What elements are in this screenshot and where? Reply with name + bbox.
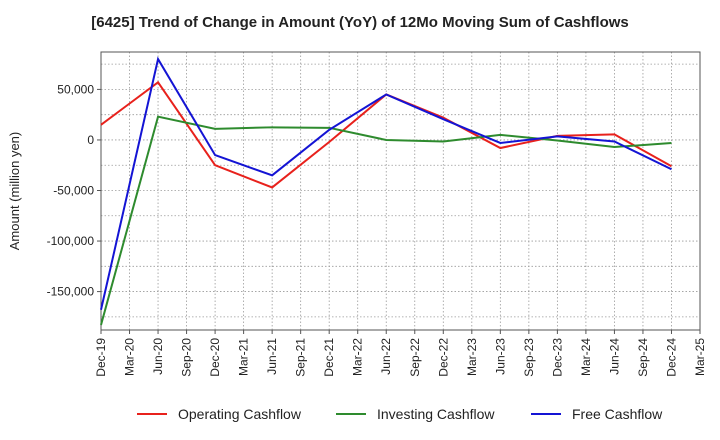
x-tick-label: Jun-24 — [607, 338, 621, 375]
x-tick-label: Jun-20 — [151, 338, 165, 375]
y-tick-label: 0 — [87, 133, 94, 147]
y-tick-label: 50,000 — [57, 82, 94, 96]
x-tick-label: Sep-24 — [636, 338, 650, 377]
x-tick-label: Dec-21 — [322, 338, 336, 377]
x-tick-label: Sep-21 — [294, 338, 308, 377]
legend-label-free-cashflow: Free Cashflow — [572, 406, 663, 422]
x-tick-label: Mar-25 — [693, 338, 707, 376]
x-tick-label: Sep-20 — [180, 338, 194, 377]
legend-label-operating-cashflow: Operating Cashflow — [178, 406, 302, 422]
legend-label-investing-cashflow: Investing Cashflow — [377, 406, 495, 422]
x-tick-label: Dec-22 — [436, 338, 450, 377]
x-tick-label: Mar-23 — [465, 338, 479, 376]
y-tick-label: -100,000 — [47, 234, 95, 248]
x-tick-label: Mar-24 — [579, 338, 593, 376]
series-line-free-cashflow — [100, 56, 672, 311]
y-axis-title: Amount (million yen) — [7, 132, 22, 251]
y-tick-label: -150,000 — [47, 285, 95, 299]
x-tick-label: Dec-19 — [94, 338, 108, 377]
x-tick-label: Sep-22 — [408, 338, 422, 377]
x-tick-label: Mar-22 — [351, 338, 365, 376]
x-tick-label: Dec-23 — [550, 338, 564, 377]
x-tick-label: Dec-20 — [208, 338, 222, 377]
x-tick-label: Jun-22 — [379, 338, 393, 375]
chart-title: [6425] Trend of Change in Amount (YoY) o… — [91, 14, 629, 31]
plot-frame — [100, 51, 701, 331]
x-tick-label: Mar-20 — [123, 338, 137, 376]
y-tick-label: -50,000 — [53, 183, 94, 197]
x-tick-label: Sep-23 — [522, 338, 536, 377]
x-tick-label: Jun-23 — [493, 338, 507, 375]
plot-area — [101, 52, 700, 330]
x-tick-label: Dec-24 — [664, 338, 678, 377]
x-tick-label: Jun-21 — [265, 338, 279, 375]
x-tick-label: Mar-21 — [237, 338, 251, 376]
